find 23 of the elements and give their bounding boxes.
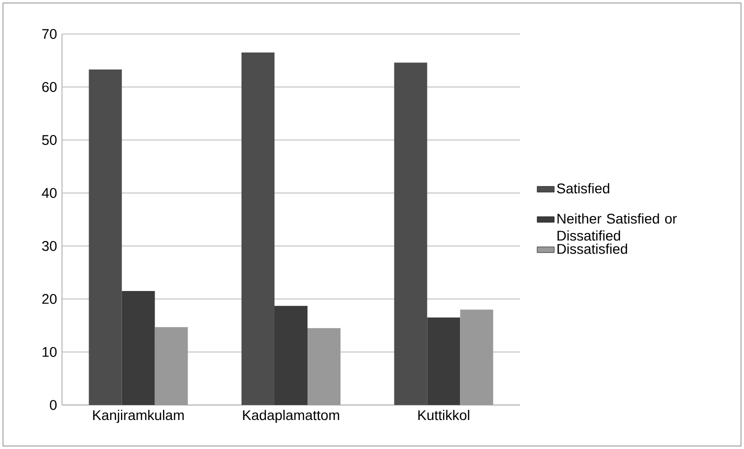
y-tick-label: 0 — [50, 400, 57, 410]
x-tick-label: Kanjiramkulam — [93, 410, 184, 423]
y-tick-label: 50 — [42, 135, 57, 145]
y-tick-label: 40 — [42, 188, 57, 198]
legend-label: Dissatisfied — [558, 244, 628, 254]
bar — [274, 306, 308, 405]
bar — [242, 52, 275, 405]
bar — [88, 70, 122, 405]
bar — [122, 291, 155, 405]
legend-label: Satisfied — [557, 183, 610, 194]
y-tick-label: 70 — [42, 29, 57, 39]
y-tick-label: 60 — [42, 82, 57, 92]
x-tick-label: Kuttikkol — [418, 410, 470, 420]
bar — [394, 62, 428, 405]
bar — [460, 310, 494, 405]
bar — [427, 318, 460, 405]
bar — [154, 327, 188, 405]
x-tick-label: Kadaplamattom — [243, 410, 340, 423]
y-tick-label: 10 — [42, 347, 57, 357]
y-tick-label: 30 — [42, 241, 57, 251]
bar — [308, 328, 341, 405]
legend-label: Neither Satisfied or Dissatified — [558, 213, 677, 241]
y-tick-label: 20 — [42, 294, 57, 304]
